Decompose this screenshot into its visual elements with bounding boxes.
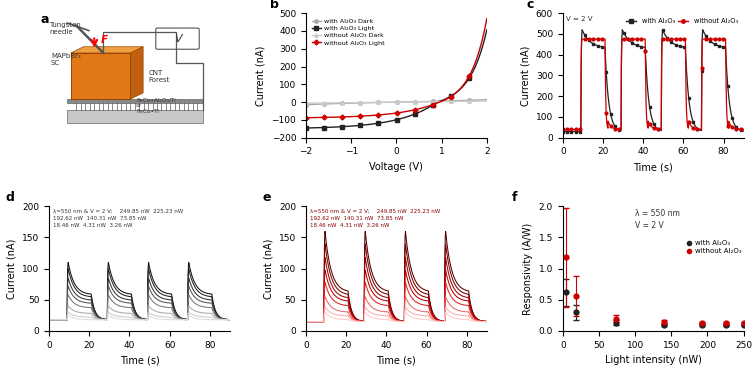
- Y-axis label: Responsivity (A/W): Responsivity (A/W): [523, 223, 533, 315]
- without Al₂O₃ Light: [399, 110, 408, 114]
- with Al₂O₃ Light: [399, 116, 408, 120]
- with Al₂O₃ Dark: [388, 100, 397, 104]
- Line: with Al₂O₃ Dark: with Al₂O₃ Dark: [304, 98, 488, 106]
- Text: V = 2 V: V = 2 V: [566, 16, 593, 22]
- X-axis label: Light intensity (nW): Light intensity (nW): [605, 355, 701, 365]
- Text: FeCo•Al₂O₃/Ti
or
FeCo•Ti: FeCo•Al₂O₃/Ti or FeCo•Ti: [136, 97, 176, 114]
- without Al₂O₃ Dark: [450, 99, 459, 104]
- without Al₂O₃ Light: [387, 111, 396, 116]
- without Al₂O₃ Dark: [482, 99, 492, 103]
- with Al₂O₃ Light: [387, 119, 396, 123]
- Text: f: f: [512, 191, 518, 204]
- Text: λ=550 nm & V = 2 V;    249.85 nW  225.23 nW
192.62 nW  140.31 nW  73.85 nW
18.46: λ=550 nm & V = 2 V; 249.85 nW 225.23 nW …: [310, 209, 440, 228]
- without Al₂O₃ Dark: [387, 100, 396, 104]
- with Al₂O₃ Dark: [387, 100, 396, 104]
- Text: Tungsten
needle: Tungsten needle: [49, 22, 81, 35]
- Text: V: V: [174, 34, 181, 44]
- X-axis label: Voltage (V): Voltage (V): [369, 162, 424, 172]
- with Al₂O₃ Light: [478, 45, 487, 49]
- Y-axis label: Current (nA): Current (nA): [7, 239, 17, 299]
- Text: b: b: [270, 0, 279, 10]
- with Al₂O₃ Dark: [409, 99, 418, 104]
- Line: without Al₂O₃ Light: without Al₂O₃ Light: [304, 17, 488, 119]
- without Al₂O₃ Light: [388, 111, 397, 116]
- with Al₂O₃ Light: [409, 112, 418, 117]
- Legend: with Al₂O₃, without Al₂O₃: with Al₂O₃, without Al₂O₃: [624, 15, 741, 27]
- Text: λ = 550 nm
V = 2 V: λ = 550 nm V = 2 V: [635, 209, 680, 230]
- without Al₂O₃ Light: [301, 116, 310, 120]
- with Al₂O₃ Dark: [399, 100, 408, 104]
- Y-axis label: Current (nA): Current (nA): [263, 239, 273, 299]
- Legend: with Al₂O₃ Dark, with Al₂O₃ Light, without Al₂O₃ Dark, without Al₂O₃ Light: with Al₂O₃ Dark, with Al₂O₃ Light, witho…: [309, 16, 387, 48]
- with Al₂O₃ Light: [388, 118, 397, 123]
- without Al₂O₃ Dark: [301, 101, 310, 105]
- Polygon shape: [67, 99, 203, 103]
- without Al₂O₃ Dark: [388, 100, 397, 104]
- Text: λ=550 nm & V = 2 V;    249.85 nW  225.23 nW
192.62 nW  140.31 nW  73.85 nW
18.46: λ=550 nm & V = 2 V; 249.85 nW 225.23 nW …: [53, 209, 183, 228]
- without Al₂O₃ Light: [478, 37, 487, 41]
- without Al₂O₃ Dark: [399, 100, 408, 104]
- X-axis label: Time (s): Time (s): [633, 162, 673, 172]
- with Al₂O₃ Dark: [478, 98, 487, 102]
- Polygon shape: [71, 53, 131, 99]
- without Al₂O₃ Dark: [409, 100, 418, 104]
- with Al₂O₃ Light: [450, 92, 459, 96]
- without Al₂O₃ Dark: [478, 99, 487, 103]
- Line: with Al₂O₃ Light: with Al₂O₃ Light: [304, 28, 488, 130]
- FancyBboxPatch shape: [156, 28, 199, 49]
- with Al₂O₃ Dark: [301, 102, 310, 107]
- with Al₂O₃ Dark: [482, 97, 492, 102]
- Y-axis label: Current (nA): Current (nA): [256, 45, 266, 105]
- with Al₂O₃ Dark: [450, 98, 459, 103]
- Text: CNT
Forest: CNT Forest: [149, 70, 170, 83]
- Y-axis label: Current (nA): Current (nA): [520, 45, 530, 105]
- with Al₂O₃ Light: [482, 27, 492, 32]
- Polygon shape: [131, 47, 143, 99]
- X-axis label: Time (s): Time (s): [119, 355, 159, 365]
- Text: e: e: [263, 191, 271, 204]
- Text: a: a: [40, 13, 48, 26]
- X-axis label: Time (s): Time (s): [377, 355, 416, 365]
- with Al₂O₃ Light: [301, 126, 310, 130]
- Polygon shape: [67, 110, 203, 123]
- without Al₂O₃ Light: [482, 16, 492, 21]
- Text: MAPbBr₃
SC: MAPbBr₃ SC: [51, 53, 81, 67]
- without Al₂O₃ Light: [409, 108, 418, 112]
- without Al₂O₃ Light: [450, 92, 459, 96]
- Polygon shape: [71, 47, 143, 53]
- Text: d: d: [6, 191, 14, 204]
- Line: without Al₂O₃ Dark: without Al₂O₃ Dark: [304, 99, 488, 105]
- Legend: with Al₂O₃, without Al₂O₃: with Al₂O₃, without Al₂O₃: [683, 237, 744, 257]
- Text: c: c: [526, 0, 534, 10]
- Text: F: F: [100, 35, 108, 45]
